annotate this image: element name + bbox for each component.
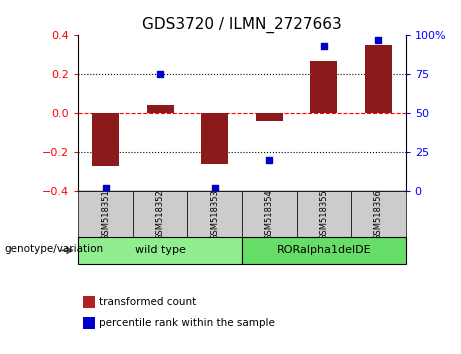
Point — [266, 157, 273, 163]
Text: GSM518351: GSM518351 — [101, 189, 110, 240]
Bar — [188, 191, 242, 237]
Bar — [296, 191, 351, 237]
Text: GSM518355: GSM518355 — [319, 189, 328, 240]
Bar — [310, 61, 337, 113]
Text: genotype/variation: genotype/variation — [5, 244, 104, 254]
Bar — [78, 191, 133, 237]
Text: GSM518356: GSM518356 — [374, 189, 383, 240]
Text: percentile rank within the sample: percentile rank within the sample — [99, 318, 275, 328]
Bar — [351, 191, 406, 237]
Bar — [78, 237, 242, 264]
Title: GDS3720 / ILMN_2727663: GDS3720 / ILMN_2727663 — [142, 16, 342, 33]
Bar — [201, 113, 228, 164]
Bar — [256, 113, 283, 121]
Point — [320, 44, 327, 49]
Bar — [242, 191, 296, 237]
Point — [211, 185, 219, 191]
Bar — [365, 45, 392, 113]
Bar — [133, 191, 188, 237]
Point — [102, 185, 109, 191]
Text: transformed count: transformed count — [99, 297, 196, 307]
Bar — [92, 113, 119, 166]
Text: GSM518353: GSM518353 — [210, 189, 219, 240]
Point — [375, 37, 382, 43]
Text: RORalpha1delDE: RORalpha1delDE — [277, 245, 371, 256]
Text: GSM518354: GSM518354 — [265, 189, 274, 240]
Bar — [242, 237, 406, 264]
Point — [157, 72, 164, 77]
Text: GSM518352: GSM518352 — [156, 189, 165, 240]
Bar — [147, 105, 174, 113]
Text: wild type: wild type — [135, 245, 186, 256]
